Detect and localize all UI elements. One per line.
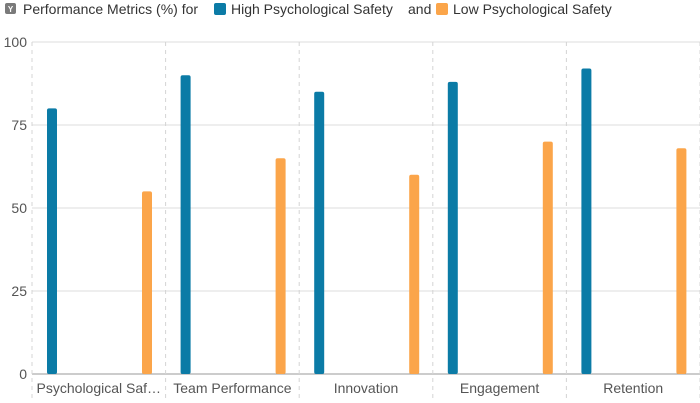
- x-tick-label: Engagement: [460, 380, 540, 396]
- bar-low-psychological-safety[interactable]: [409, 174, 420, 374]
- bar-low-psychological-safety[interactable]: [275, 158, 286, 374]
- y-tick-label: 100: [4, 34, 28, 50]
- bar-high-psychological-safety[interactable]: [314, 91, 325, 375]
- bar-high-psychological-safety[interactable]: [447, 81, 458, 374]
- bar-high-psychological-safety[interactable]: [47, 108, 57, 375]
- y-tick-label: 25: [11, 283, 27, 299]
- x-tick-label: Team Performance: [173, 380, 291, 396]
- legend: Y Performance Metrics (%) for High Psych…: [5, 1, 612, 17]
- bar-low-psychological-safety[interactable]: [142, 191, 152, 374]
- legend-connector: and: [408, 1, 431, 17]
- legend-swatch-high[interactable]: [214, 3, 226, 15]
- y-axis-badge-icon: [5, 3, 16, 14]
- bar-low-psychological-safety[interactable]: [676, 148, 687, 374]
- y-axis-badge-label: Y: [8, 5, 14, 14]
- legend-series-low[interactable]: Low Psychological Safety: [453, 1, 612, 17]
- y-tick-label: 75: [11, 117, 27, 133]
- legend-prefix: Performance Metrics (%) for: [23, 1, 198, 17]
- x-tick-label: Retention: [603, 380, 663, 396]
- y-axis: 0 25 50 75 100: [4, 34, 28, 382]
- x-tick-label: Innovation: [334, 380, 399, 396]
- legend-series-high[interactable]: High Psychological Safety: [231, 1, 393, 17]
- grid: [31, 41, 700, 400]
- bar-high-psychological-safety[interactable]: [581, 68, 592, 374]
- legend-swatch-low[interactable]: [436, 3, 448, 15]
- x-tick-label: Psychological Saf…: [37, 380, 162, 396]
- bar-low-psychological-safety[interactable]: [542, 141, 553, 374]
- y-tick-label: 0: [19, 366, 27, 382]
- x-axis: Psychological Saf… Team Performance Innova…: [37, 380, 664, 396]
- bars: [47, 68, 687, 375]
- bar-high-psychological-safety[interactable]: [180, 75, 191, 374]
- y-tick-label: 50: [11, 200, 27, 216]
